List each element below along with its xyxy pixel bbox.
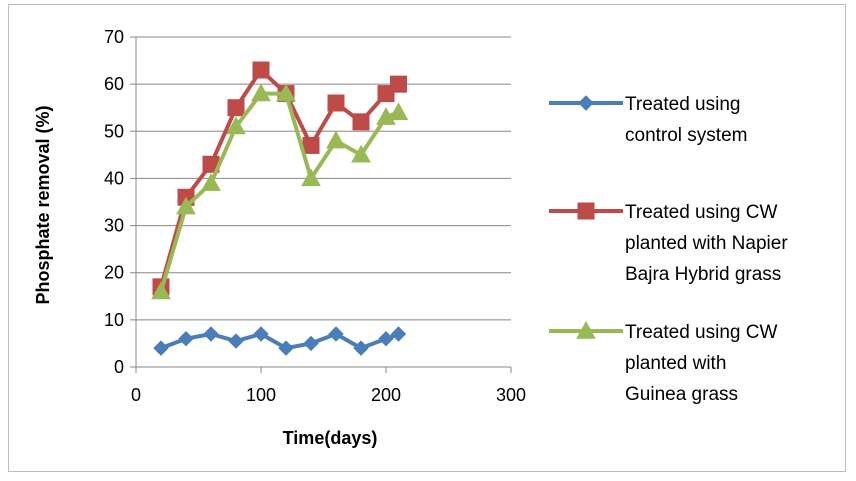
legend-entry: Treated using CW planted with Napier Bajra… — [549, 202, 788, 285]
legend-label: planted with Napier — [625, 233, 788, 254]
series-diamond — [153, 326, 407, 356]
data-point-triangle — [176, 196, 196, 215]
legend-label: Guinea grass — [625, 384, 738, 405]
legend-swatch-marker — [576, 320, 596, 339]
data-point-triangle — [301, 168, 321, 187]
data-point-square — [252, 61, 270, 79]
y-tick-label: 40 — [104, 168, 124, 188]
y-tick-label: 30 — [104, 216, 124, 236]
axes: 0 10 20 30 40 50 60 70 0 100 200 300 — [104, 27, 526, 405]
y-axis-title: Phosphate removal (%) — [33, 105, 53, 304]
legend-label: planted with — [625, 353, 726, 374]
data-point-triangle — [151, 281, 171, 300]
data-point-diamond — [390, 326, 407, 342]
y-tick-label: 20 — [104, 263, 124, 283]
legend-label: Bajra Hybrid grass — [625, 264, 781, 285]
data-point-square — [352, 113, 370, 131]
legend-swatch-marker — [578, 95, 594, 111]
y-tick-label: 0 — [114, 357, 124, 377]
gridlines — [136, 36, 511, 321]
chart-frame: 0 10 20 30 40 50 60 70 0 100 200 300 Treated using c… — [8, 4, 846, 472]
data-point-triangle — [201, 173, 221, 191]
data-point-square — [390, 75, 407, 93]
data-point-diamond — [353, 340, 369, 356]
data-point-diamond — [153, 340, 169, 356]
data-point-square — [227, 99, 245, 117]
data-point-diamond — [253, 326, 269, 342]
x-tick-label: 0 — [131, 385, 141, 405]
data-point-triangle — [226, 116, 246, 135]
data-point-triangle — [388, 102, 409, 121]
y-tick-label: 10 — [104, 310, 124, 330]
legend-label: Treated using CW — [625, 322, 777, 343]
data-point-square — [327, 94, 345, 112]
data-point-diamond — [278, 340, 294, 356]
data-point-diamond — [203, 326, 219, 342]
data-point-triangle — [276, 83, 296, 102]
data-point-triangle — [351, 144, 371, 163]
y-tick-label: 50 — [104, 121, 124, 141]
phosphate-removal-chart: 0 10 20 30 40 50 60 70 0 100 200 300 Treated using c… — [33, 27, 788, 448]
data-point-diamond — [378, 331, 394, 347]
legend-entry: Treated using control system — [549, 94, 747, 146]
data-point-triangle — [376, 107, 396, 125]
data-point-square — [302, 136, 320, 154]
x-tick-label: 200 — [371, 385, 401, 405]
legend-label: Treated using — [625, 94, 740, 115]
series-triangle — [151, 83, 409, 300]
legend-swatch-marker — [577, 202, 595, 220]
series-layer — [151, 61, 409, 356]
legend-label: Treated using CW — [625, 202, 777, 223]
x-axis-title: Time(days) — [283, 428, 378, 448]
data-point-triangle — [326, 130, 346, 149]
data-point-diamond — [228, 333, 244, 349]
x-tick-label: 300 — [496, 385, 526, 405]
data-point-diamond — [328, 326, 344, 342]
legend-entry: Treated using CW planted with Guinea grass — [549, 320, 777, 405]
data-point-diamond — [303, 335, 319, 352]
x-tick-label: 100 — [246, 385, 276, 405]
data-point-triangle — [251, 83, 271, 102]
y-tick-label: 60 — [104, 74, 124, 94]
data-point-diamond — [178, 331, 194, 347]
y-tick-label: 70 — [104, 27, 124, 47]
legend-label: control system — [625, 125, 747, 146]
